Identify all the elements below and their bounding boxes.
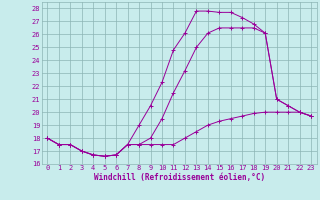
X-axis label: Windchill (Refroidissement éolien,°C): Windchill (Refroidissement éolien,°C) — [94, 173, 265, 182]
